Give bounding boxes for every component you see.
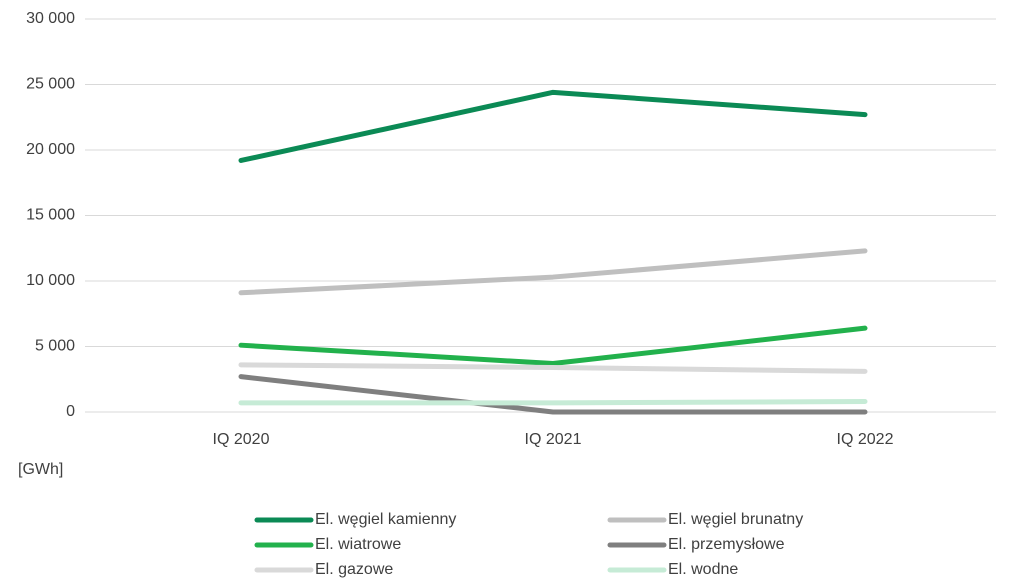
x-tick-label: IQ 2021 bbox=[525, 431, 582, 448]
series-line bbox=[238, 399, 868, 406]
y-tick-label: 30 000 bbox=[26, 10, 75, 27]
legend-label: El. wiatrowe bbox=[315, 536, 401, 553]
series-line bbox=[238, 325, 868, 367]
legend-label: El. węgiel brunatny bbox=[668, 511, 803, 528]
legend-label: El. węgiel kamienny bbox=[315, 511, 456, 528]
y-tick-label: 20 000 bbox=[26, 141, 75, 158]
x-tick-label: IQ 2020 bbox=[213, 431, 270, 448]
legend-label: El. przemysłowe bbox=[668, 536, 785, 553]
legend-label: El. wodne bbox=[668, 561, 738, 578]
y-tick-label: 0 bbox=[66, 403, 75, 420]
y-axis-label: [GWh] bbox=[18, 461, 63, 478]
legend-label: El. gazowe bbox=[315, 561, 393, 578]
y-tick-label: 5 000 bbox=[35, 338, 75, 355]
series-line bbox=[238, 362, 868, 374]
y-tick-label: 15 000 bbox=[26, 207, 75, 224]
series-line bbox=[238, 248, 868, 296]
y-tick-label: 25 000 bbox=[26, 76, 75, 93]
y-tick-label: 10 000 bbox=[26, 272, 75, 289]
x-tick-label: IQ 2022 bbox=[837, 431, 894, 448]
series-line bbox=[238, 374, 868, 415]
series-line bbox=[238, 89, 868, 163]
